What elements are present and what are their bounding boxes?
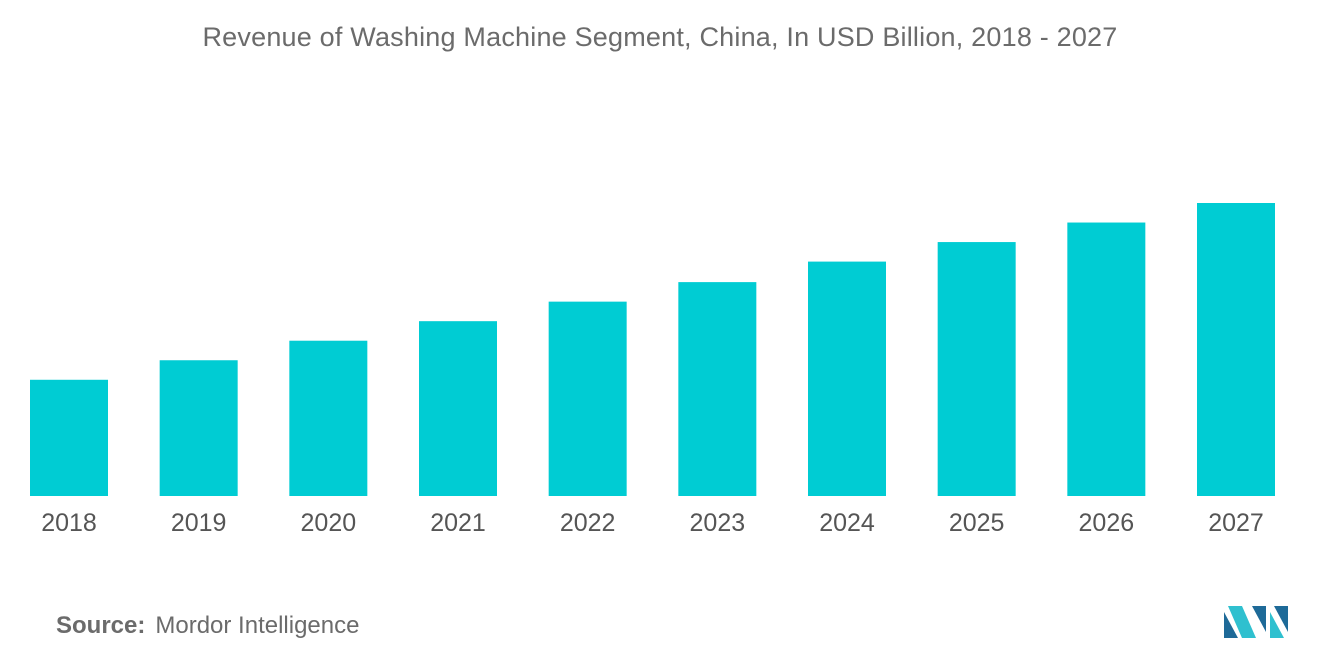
x-tick-label-2018: 2018 [41, 509, 97, 537]
x-tick-label-2022: 2022 [560, 509, 616, 537]
mordor-intelligence-logo-icon [1224, 606, 1288, 638]
source-note: Source: Mordor Intelligence [56, 612, 359, 640]
x-tick-label-2020: 2020 [301, 509, 357, 537]
bar-2024 [808, 261, 886, 496]
bar-chart: 2018 2019 2020 2021 2022 2023 2024 2025 2026 2027 [30, 203, 1275, 537]
x-tick-label-2021: 2021 [430, 509, 486, 537]
bar-2019 [159, 360, 238, 496]
x-tick-label-2027: 2027 [1208, 509, 1264, 537]
chart-title: Revenue of Washing Machine Segment, Chin… [202, 22, 1118, 52]
bar-2023 [678, 282, 757, 496]
bar-2022 [548, 301, 627, 496]
bar-2025 [937, 242, 1016, 496]
x-tick-label-2026: 2026 [1079, 509, 1135, 537]
source-label: Source: [56, 612, 146, 639]
x-tick-label-2025: 2025 [949, 509, 1005, 537]
source-text: Mordor Intelligence [155, 612, 360, 639]
bar-2026 [1067, 222, 1146, 497]
x-tick-label-2019: 2019 [171, 509, 227, 537]
bar-2027 [1197, 203, 1275, 496]
x-tick-label-2024: 2024 [819, 509, 875, 537]
x-tick-label-2023: 2023 [690, 509, 746, 537]
bar-2021 [419, 321, 497, 496]
bar-2018 [30, 379, 108, 496]
bar-2020 [289, 340, 368, 496]
